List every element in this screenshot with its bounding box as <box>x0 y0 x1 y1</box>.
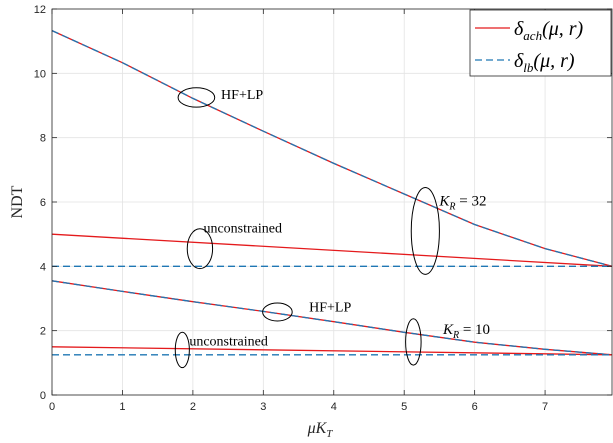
x-tick-label: 6 <box>472 401 478 413</box>
legend-label-args: (μ, r) <box>542 18 583 40</box>
series-layer <box>51 30 613 356</box>
annotation-label-subscript: R <box>452 330 459 341</box>
annotation-ellipse <box>177 87 216 108</box>
x-tick-label: 7 <box>542 401 548 413</box>
legend-label-main: δ <box>514 18 524 40</box>
x-tick-label: 4 <box>331 401 337 413</box>
y-tick-label: 4 <box>40 261 46 273</box>
series-line-k-r-10-hf-lp-lower-bound <box>51 280 613 356</box>
y-tick-label: 10 <box>34 68 46 80</box>
annotation-label-rest: = 32 <box>456 193 487 209</box>
x-tick-label: 2 <box>190 401 196 413</box>
y-tick-label: 8 <box>40 133 46 145</box>
legend-label: δach(μ, r) <box>514 18 584 43</box>
annotation-label: unconstrained <box>203 222 282 237</box>
annotation-ellipse <box>262 302 293 322</box>
annotation-ellipse <box>405 318 422 366</box>
x-axis-title-main: μK <box>307 420 328 437</box>
annotation-label: unconstrained <box>189 334 268 349</box>
legend-box <box>469 9 612 77</box>
y-tick-label: 12 <box>34 4 46 16</box>
annotation-label-subscript: R <box>448 201 455 212</box>
x-axis-title: μKT <box>307 420 334 440</box>
y-tick-label: 2 <box>40 326 46 338</box>
annotation-label: HF+LP <box>221 88 263 103</box>
legend: δach(μ, r)δlb(μ, r) <box>469 9 612 77</box>
x-tick-label: 3 <box>260 401 266 413</box>
x-tick-label: 1 <box>119 401 125 413</box>
series-line-k-r-32-unconstrained-achievable <box>51 233 613 267</box>
legend-label-subscript: ach <box>523 28 542 43</box>
annotation-label-main: K <box>438 193 450 209</box>
annotation-label: KR = 10 <box>442 322 490 341</box>
legend-label-main: δ <box>514 50 524 72</box>
annotation-ellipse <box>174 331 190 369</box>
y-tick-label: 6 <box>40 197 46 209</box>
series-line-k-r-10-unconstrained-achievable <box>51 346 613 356</box>
y-tick-label: 0 <box>40 390 46 402</box>
y-axis-title: NDT <box>9 185 26 218</box>
annotation-ellipse <box>186 228 214 270</box>
legend-label: δlb(μ, r) <box>514 50 575 75</box>
annotation-label-rest: = 10 <box>459 322 490 338</box>
annotation-label-main: K <box>442 322 454 338</box>
x-axis-title-subscript: T <box>326 428 333 440</box>
annotation-label: HF+LP <box>309 301 351 316</box>
x-tick-label: 0 <box>49 401 55 413</box>
legend-label-subscript: lb <box>523 60 534 75</box>
annotation-label: KR = 32 <box>438 193 486 212</box>
annotation-ellipse <box>410 187 440 275</box>
series-line-k-r-32-hf-lp-lower-bound <box>51 30 613 267</box>
legend-label-args: (μ, r) <box>533 50 574 72</box>
x-tick-label: 5 <box>401 401 407 413</box>
